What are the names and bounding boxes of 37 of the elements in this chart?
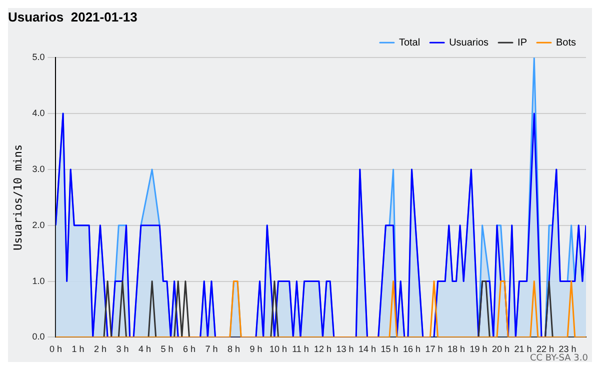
y-tick-label: 0.0 bbox=[32, 332, 45, 342]
x-tick-label: 7 h bbox=[205, 344, 218, 354]
x-tick-label: 2 h bbox=[94, 344, 106, 354]
legend-label: Total bbox=[398, 37, 420, 48]
x-tick-label: 3 h bbox=[116, 344, 129, 354]
x-tick-label: 11 h bbox=[292, 344, 309, 354]
x-tick-label: 20 h bbox=[492, 344, 510, 354]
x-tick-label: 17 h bbox=[425, 344, 443, 354]
y-tick-label: 3.0 bbox=[32, 164, 45, 174]
x-tick-label: 16 h bbox=[402, 344, 421, 354]
y-tick-label: 5.0 bbox=[32, 52, 45, 62]
legend-label: IP bbox=[518, 37, 528, 48]
x-tick-label: 5 h bbox=[160, 344, 174, 354]
x-tick-label: 4 h bbox=[138, 344, 151, 354]
x-tick-label: 8 h bbox=[227, 344, 240, 354]
x-tick-label: 10 h bbox=[269, 344, 288, 354]
x-tick-label: 12 h bbox=[314, 344, 332, 354]
x-tick-label: 9 h bbox=[250, 344, 262, 354]
x-tick-label: 6 h bbox=[182, 344, 196, 354]
x-tick-label: 13 h bbox=[336, 344, 354, 354]
x-tick-label: 19 h bbox=[470, 344, 488, 354]
x-tick-label: 21 h bbox=[514, 344, 532, 354]
text: CC BY-SA 3.0 bbox=[530, 353, 588, 364]
x-tick-label: 14 h bbox=[358, 344, 376, 354]
chart-title: Usuarios 2021-01-13 bbox=[8, 9, 138, 24]
x-tick-label: 23 h bbox=[558, 344, 576, 354]
x-tick-label: 18 h bbox=[448, 344, 466, 354]
x-tick-label: 22 h bbox=[536, 344, 554, 354]
legend-label: Bots bbox=[556, 37, 576, 48]
x-tick-label: 15 h bbox=[380, 344, 398, 354]
y-axis-title: Usuarios/10 mins bbox=[11, 144, 24, 250]
x-tick-label: 1 h bbox=[72, 344, 84, 354]
x-tick-label: 0 h bbox=[49, 344, 62, 354]
y-tick-label: 4.0 bbox=[32, 108, 45, 118]
legend-label: Usuarios bbox=[449, 37, 489, 48]
y-tick-label: 2.0 bbox=[32, 220, 45, 230]
y-tick-label: 1.0 bbox=[32, 276, 45, 286]
